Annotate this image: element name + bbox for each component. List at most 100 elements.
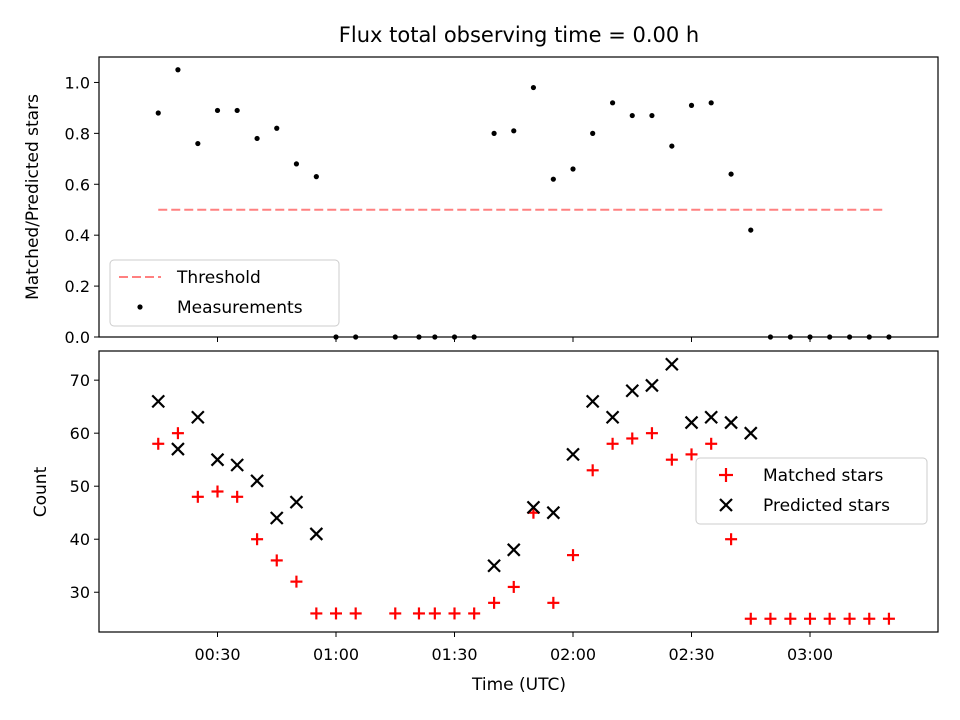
matched-star-point xyxy=(448,607,461,620)
matched-star-point xyxy=(586,464,599,477)
matched-star-point xyxy=(412,607,425,620)
predicted-star-point xyxy=(546,505,561,520)
measurement-point xyxy=(629,112,635,119)
measurement-point xyxy=(195,140,201,147)
predicted-star-point xyxy=(605,410,620,425)
threshold-legend-label: Threshold xyxy=(176,268,261,288)
predicted-star-point xyxy=(230,458,244,472)
measurement-point xyxy=(590,130,596,136)
matched-star-point xyxy=(744,612,757,625)
predicted-star-point xyxy=(645,378,659,393)
matched-star-point xyxy=(290,575,303,588)
predicted-star-point xyxy=(151,394,166,409)
measurement-point xyxy=(669,143,675,149)
matched-star-point xyxy=(725,533,738,546)
matched-star-point xyxy=(567,549,580,562)
ratio-y-tick-label: 0.4 xyxy=(65,226,90,245)
x-tick-label: 01:30 xyxy=(431,645,477,664)
matched-star-point xyxy=(882,612,895,625)
measurement-point xyxy=(491,130,497,136)
matched-star-point xyxy=(665,453,678,466)
matched-legend-swatch xyxy=(719,468,733,482)
ratio-y-tick-label: 0.8 xyxy=(65,124,90,143)
x-tick-label: 02:00 xyxy=(550,645,596,664)
matched-star-point xyxy=(270,554,283,567)
matched-star-point xyxy=(863,612,876,625)
matched-star-point xyxy=(428,607,441,620)
count-y-tick-label: 30 xyxy=(70,583,90,602)
ratio-panel: 0.0 0.2 0.4 0.6 0.8 1.0 Matched/Predicted sta… xyxy=(23,56,939,347)
predicted-star-point xyxy=(526,500,541,515)
predicted-star-point xyxy=(191,410,205,425)
measurement-point xyxy=(688,102,695,108)
predicted-star-point xyxy=(684,415,699,430)
predicted-star-point xyxy=(171,442,185,456)
ratio-x-ticks xyxy=(217,337,811,342)
matched-star-point xyxy=(764,612,777,625)
measurement-point xyxy=(728,171,734,177)
predicted-star-point xyxy=(289,495,304,509)
x-tick-label: 02:30 xyxy=(668,645,714,664)
matched-star-point xyxy=(547,596,560,609)
count-legend: Matched stars Predicted stars xyxy=(695,457,928,525)
matched-star-point xyxy=(171,427,184,440)
measurement-point xyxy=(708,100,714,106)
count-y-axis-label: Count xyxy=(31,466,51,517)
measurements-legend-swatch xyxy=(137,304,143,310)
matched-star-point xyxy=(349,607,362,620)
matched-star-point xyxy=(823,612,836,625)
measurement-point xyxy=(234,107,240,114)
predicted-star-point xyxy=(665,357,679,372)
matched-star-point xyxy=(152,437,165,450)
matched-star-point xyxy=(310,607,323,620)
count-axes-frame xyxy=(98,350,939,633)
ratio-axes-frame xyxy=(98,56,939,338)
count-legend-box xyxy=(695,457,928,525)
ratio-y-tick-label: 0.2 xyxy=(65,277,90,296)
predicted-star-point xyxy=(625,383,640,398)
matched-star-point xyxy=(606,437,619,450)
x-tick-label: 00:30 xyxy=(194,645,240,664)
matched-star-point xyxy=(507,580,520,593)
count-marks xyxy=(151,357,895,625)
predicted-star-point xyxy=(210,452,225,467)
matched-star-point xyxy=(389,607,402,620)
count-y-ticks: 30 40 50 60 70 xyxy=(70,371,99,602)
predicted-legend-label: Predicted stars xyxy=(763,496,890,516)
measurement-point xyxy=(313,174,319,180)
measurement-point xyxy=(254,135,260,142)
measurement-point xyxy=(550,176,556,182)
measurement-point xyxy=(214,107,221,114)
count-y-tick-label: 60 xyxy=(70,424,90,443)
measurement-point xyxy=(530,84,537,91)
predicted-star-point xyxy=(487,558,501,573)
measurement-point xyxy=(570,166,576,172)
predicted-star-point xyxy=(269,511,284,525)
measurement-point xyxy=(155,110,161,116)
predicted-star-point xyxy=(309,527,324,541)
x-tick-label: 01:00 xyxy=(313,645,359,664)
count-y-tick-label: 70 xyxy=(70,371,90,390)
matched-star-point xyxy=(705,437,718,450)
measurement-point xyxy=(609,100,616,106)
matched-star-point xyxy=(211,485,224,498)
matched-star-point xyxy=(685,448,698,461)
matched-legend-label: Matched stars xyxy=(763,466,883,486)
ratio-legend-box xyxy=(109,259,340,327)
predicted-star-point xyxy=(250,474,264,488)
matched-star-point xyxy=(330,607,343,620)
matched-star-point xyxy=(231,490,244,503)
matched-star-point xyxy=(626,432,639,445)
measurement-point xyxy=(274,125,280,131)
ratio-marks xyxy=(155,67,892,340)
matched-star-point xyxy=(488,596,501,609)
matched-star-point xyxy=(645,427,658,440)
ratio-y-axis-label: Matched/Predicted stars xyxy=(23,94,43,300)
measurement-point xyxy=(175,67,181,73)
x-axis-label: Time (UTC) xyxy=(471,675,566,695)
ratio-y-tick-label: 1.0 xyxy=(65,73,90,92)
chart-title: Flux total observing time = 0.00 h xyxy=(339,23,699,47)
count-y-tick-label: 50 xyxy=(70,477,90,496)
